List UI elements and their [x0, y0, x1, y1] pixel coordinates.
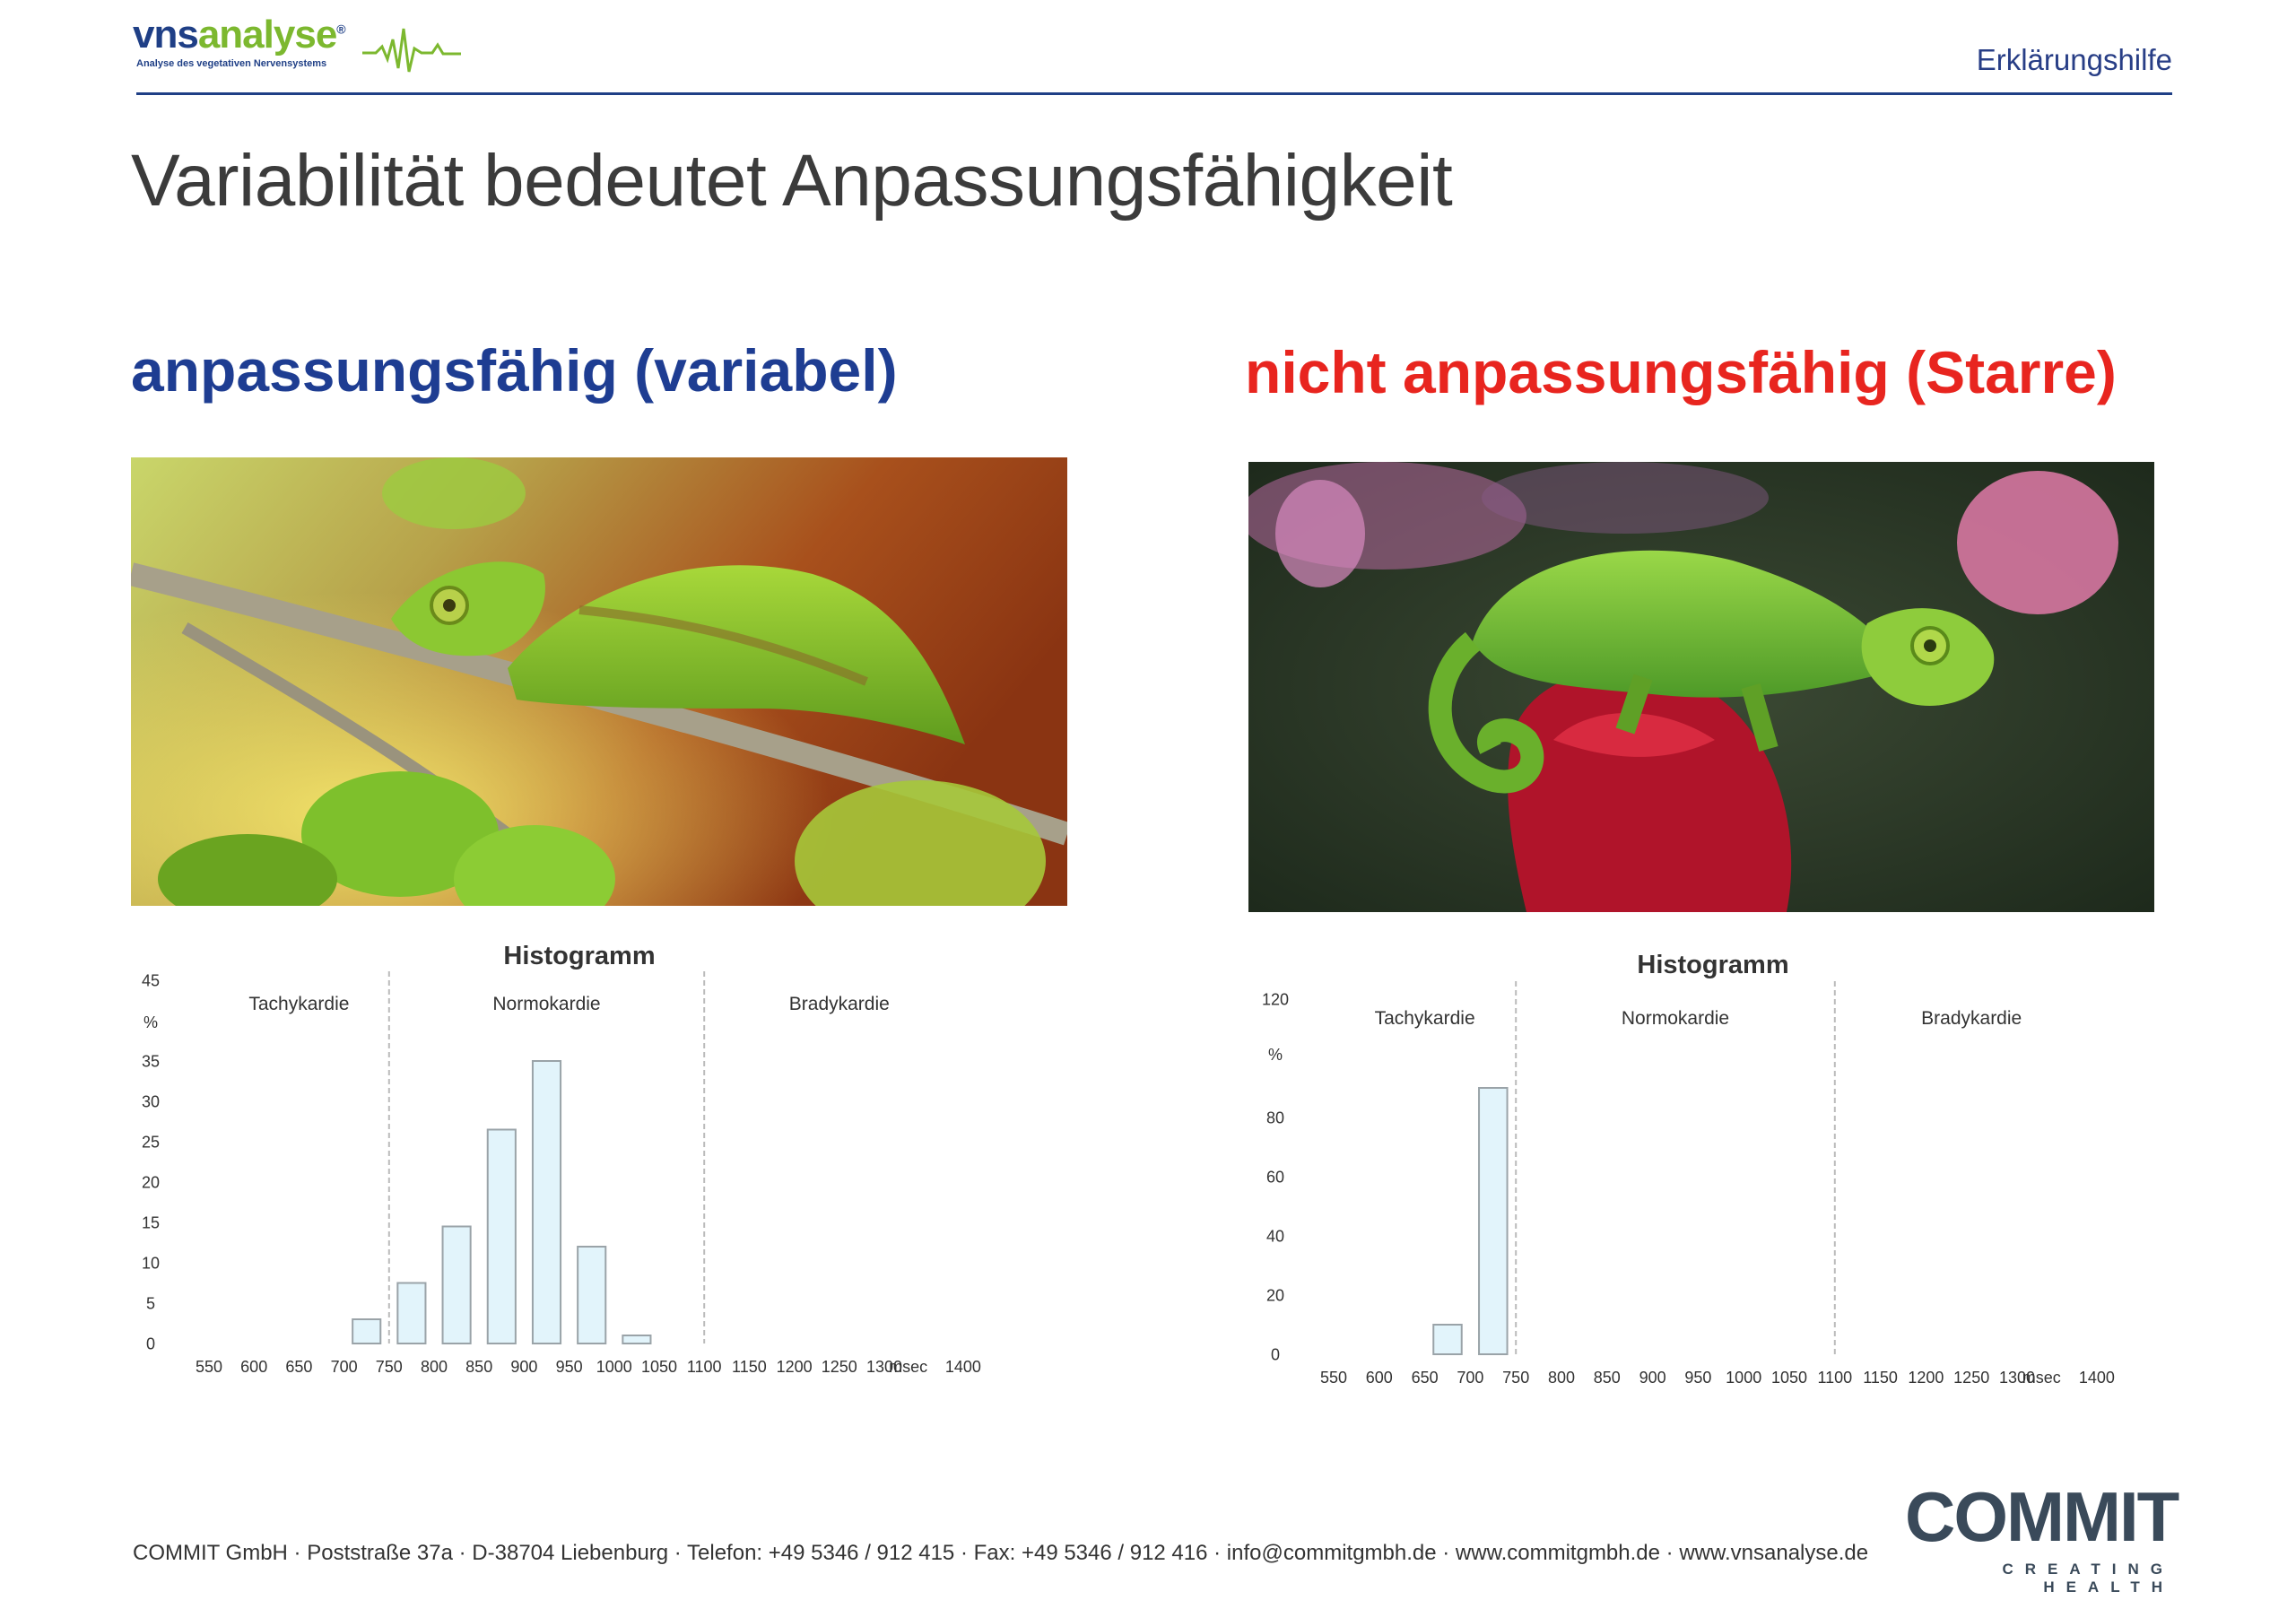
- x-tick-label: 700: [1457, 1369, 1483, 1387]
- x-tick-label: 1400: [2079, 1369, 2115, 1387]
- y-tick-label: 0: [1271, 1345, 1280, 1363]
- histogram-bar: [531, 1060, 562, 1344]
- y-axis-label: %: [144, 1013, 158, 1031]
- region-label-bradykardie: Bradykardie: [1921, 1008, 2022, 1029]
- vnsanalyse-logo: vnsanalyse®: [133, 13, 346, 57]
- y-tick-label: 0: [146, 1335, 155, 1352]
- logo-word-light: analyse: [197, 13, 337, 57]
- left-histogram: 0 5 10 15 20 25 30 35 45% Tachykardie Normokardie B…: [142, 969, 981, 1376]
- x-tick-label: 1150: [1863, 1369, 1898, 1387]
- commit-logo: COMMIT CREATING HEALTH: [1905, 1477, 2179, 1596]
- x-tick-label: 1050: [641, 1358, 677, 1376]
- x-tick-label: 850: [465, 1358, 492, 1376]
- y-tick-label: 60: [1266, 1168, 1284, 1186]
- ecg-wave-icon: [362, 28, 461, 73]
- histogram-bar: [577, 1246, 607, 1344]
- histogram-bar: [352, 1318, 382, 1344]
- x-tick-label: 1300: [1999, 1369, 2035, 1387]
- logo-subtitle: Analyse des vegetativen Nervensystems: [136, 58, 327, 69]
- chameleon-rose-photo: [1248, 462, 2154, 912]
- x-tick-label: 950: [1684, 1369, 1711, 1387]
- x-tick-label: 1150: [732, 1358, 767, 1376]
- left-heading: anpassungsfähig (variabel): [131, 337, 898, 404]
- y-tick-label: 20: [142, 1173, 160, 1191]
- x-tick-label: 650: [285, 1358, 312, 1376]
- x-tick-label: 800: [1548, 1369, 1575, 1387]
- histogram-bar: [622, 1335, 652, 1344]
- logo-word-dark: vns: [133, 13, 199, 57]
- x-tick-label: 1000: [596, 1358, 632, 1376]
- x-tick-label: 1300: [866, 1358, 902, 1376]
- chameleon-branch-photo: [131, 457, 1067, 906]
- y-tick-label: 45: [142, 971, 160, 989]
- x-tick-label: 1250: [1953, 1369, 1989, 1387]
- x-tick-label: 1200: [1908, 1369, 1944, 1387]
- header-right-label: Erklärungshilfe: [1976, 43, 2172, 76]
- y-tick-label: 15: [142, 1213, 160, 1231]
- x-tick-label: 600: [240, 1358, 267, 1376]
- right-heading: nicht anpassungsfähig (Starre): [1245, 339, 2117, 405]
- x-tick-label: 550: [1320, 1369, 1347, 1387]
- x-tick-label: 900: [510, 1358, 537, 1376]
- x-tick-label: 550: [196, 1358, 222, 1376]
- histogram-bar: [486, 1128, 517, 1344]
- left-chart-title: Histogramm: [503, 942, 656, 970]
- y-tick-label: 25: [142, 1133, 160, 1151]
- x-tick-label: 850: [1594, 1369, 1621, 1387]
- y-tick-label: 80: [1266, 1109, 1284, 1126]
- commit-brand: COMMIT: [1905, 1477, 2179, 1556]
- histogram-bar: [396, 1282, 427, 1344]
- histogram-bar: [441, 1225, 472, 1344]
- y-tick-label: 40: [1266, 1227, 1284, 1245]
- x-tick-label: 1400: [945, 1358, 981, 1376]
- logo-registered-mark: ®: [336, 22, 345, 37]
- x-axis-label: msec: [889, 1358, 927, 1376]
- y-tick-label: 10: [142, 1254, 160, 1272]
- x-tick-label: 900: [1639, 1369, 1666, 1387]
- right-chart-title: Histogramm: [1637, 951, 1789, 979]
- x-axis-label: msec: [2022, 1369, 2061, 1387]
- y-tick-label: 5: [146, 1294, 155, 1312]
- y-tick-label: 20: [1266, 1286, 1284, 1304]
- region-label-normokardie: Normokardie: [492, 994, 600, 1014]
- x-tick-label: 600: [1366, 1369, 1393, 1387]
- x-tick-label: 700: [331, 1358, 358, 1376]
- y-tick-label: 35: [142, 1052, 160, 1070]
- x-tick-label: 1000: [1726, 1369, 1761, 1387]
- header-divider: [136, 92, 2172, 95]
- histogram-bar: [1478, 1087, 1509, 1355]
- x-tick-label: 750: [1502, 1369, 1529, 1387]
- x-tick-label: 1250: [822, 1358, 857, 1376]
- histogram-bar: [1432, 1324, 1463, 1355]
- right-histogram: 0 20 40 60 80 120% Tachykardie Normokardie Brady…: [1262, 981, 2115, 1387]
- region-label-tachykardie: Tachykardie: [248, 994, 349, 1014]
- region-label-bradykardie: Bradykardie: [789, 994, 890, 1014]
- page-title: Variabilität bedeutet Anpassungsfähigkei…: [131, 140, 1453, 222]
- y-axis-label: %: [1268, 1046, 1283, 1064]
- commit-tagline: CREATING HEALTH: [2002, 1561, 2174, 1596]
- region-label-normokardie: Normokardie: [1622, 1008, 1729, 1029]
- x-tick-label: 800: [421, 1358, 448, 1376]
- x-tick-label: 1100: [1817, 1369, 1852, 1387]
- x-tick-label: 1100: [687, 1358, 722, 1376]
- x-tick-label: 950: [556, 1358, 583, 1376]
- region-label-tachykardie: Tachykardie: [1375, 1008, 1475, 1029]
- x-tick-label: 750: [376, 1358, 403, 1376]
- y-tick-label: 120: [1262, 990, 1289, 1008]
- x-tick-label: 1200: [777, 1358, 813, 1376]
- y-tick-label: 30: [142, 1092, 160, 1110]
- x-tick-label: 650: [1412, 1369, 1439, 1387]
- x-tick-label: 1050: [1771, 1369, 1807, 1387]
- footer-address: COMMIT GmbH · Poststraße 37a · D-38704 L…: [133, 1541, 1869, 1565]
